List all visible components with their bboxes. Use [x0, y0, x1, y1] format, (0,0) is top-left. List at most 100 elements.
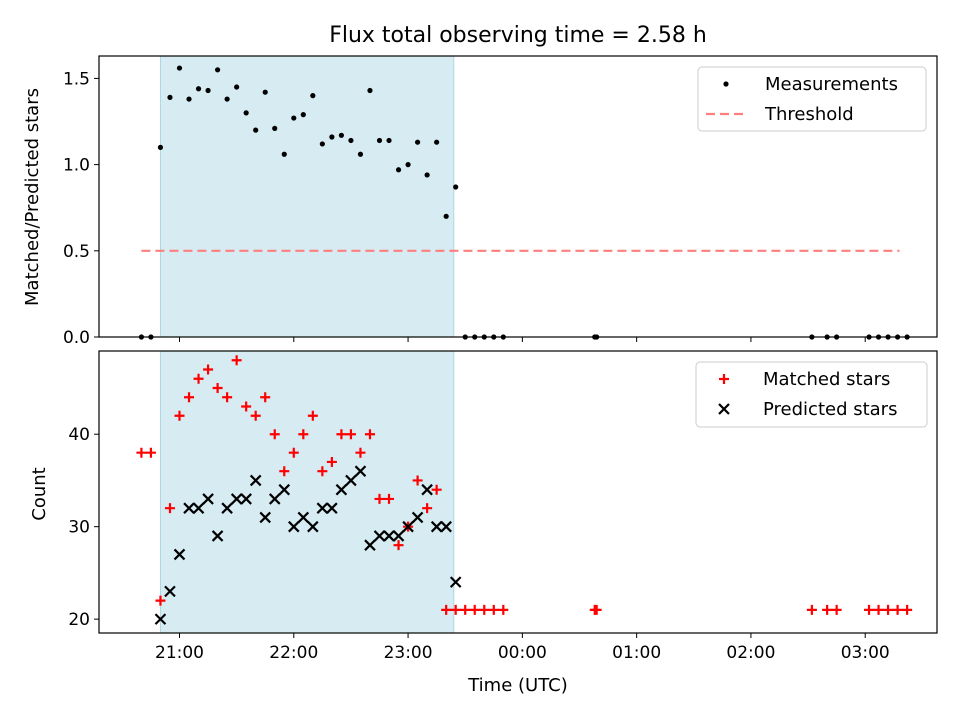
- data-point: [384, 493, 395, 504]
- data-point: [329, 134, 335, 140]
- data-point: [307, 520, 319, 533]
- data-point: [222, 392, 233, 403]
- data-point: [345, 429, 356, 440]
- legend-label: Threshold: [764, 104, 854, 125]
- data-point: [260, 392, 271, 403]
- data-point: [434, 139, 440, 145]
- data-point: [269, 429, 280, 440]
- data-point: [354, 465, 367, 477]
- x-tick-label: 23:00: [384, 643, 433, 663]
- data-point: [591, 604, 602, 615]
- x-tick-label: 22:00: [269, 643, 318, 663]
- data-point: [441, 604, 452, 615]
- legend-box: [697, 66, 927, 132]
- data-point: [883, 604, 894, 615]
- legend-box: [695, 361, 928, 428]
- data-point: [326, 456, 337, 467]
- data-point: [154, 613, 167, 625]
- data-point: [186, 96, 192, 102]
- top-panel: 0.0 0.5 1.0 1.5 Measurements Threshold: [63, 55, 938, 348]
- data-point: [249, 474, 262, 487]
- data-point: [205, 87, 211, 94]
- plot-layer: 0.00.51.01.5 MeasurementsThreshold2030402…: [63, 55, 938, 663]
- legend-marker: [718, 403, 730, 415]
- bottom-panel-y-axis-label: Count: [29, 467, 50, 520]
- series-matched-stars: [136, 355, 913, 615]
- data-point: [136, 447, 147, 458]
- data-point: [157, 144, 164, 150]
- data-point: [902, 604, 913, 615]
- data-point: [174, 410, 185, 421]
- data-point: [392, 530, 405, 542]
- data-point: [316, 502, 329, 514]
- data-point: [411, 511, 424, 524]
- data-point: [167, 94, 173, 100]
- data-point: [291, 115, 297, 121]
- data-point: [430, 520, 443, 533]
- data-point: [364, 429, 375, 440]
- data-point: [214, 67, 221, 73]
- data-point: [297, 511, 310, 524]
- data-point: [192, 502, 205, 514]
- data-point: [241, 401, 252, 412]
- data-point: [279, 466, 290, 477]
- data-point: [450, 604, 461, 615]
- data-point: [498, 604, 509, 615]
- data-point: [281, 151, 287, 157]
- data-point: [422, 503, 433, 514]
- x-tick-label: 02:00: [726, 643, 775, 663]
- y-tick-label: 0.5: [63, 242, 90, 262]
- data-point: [164, 503, 175, 514]
- x-tick-label: 00:00: [498, 643, 547, 663]
- top-panel-legend: Measurements Threshold: [697, 66, 927, 132]
- data-point: [357, 151, 364, 157]
- data-point: [224, 96, 230, 102]
- data-point: [443, 213, 449, 219]
- data-point: [395, 167, 402, 173]
- x-tick-label: 21:00: [155, 643, 204, 663]
- data-point: [278, 483, 291, 496]
- data-point: [231, 355, 242, 366]
- top-panel-frame: [98, 55, 938, 338]
- y-tick-label: 1.5: [63, 69, 90, 89]
- data-point: [421, 483, 433, 496]
- data-point: [355, 447, 366, 458]
- top-panel-y-axis-label: Matched/Predicted stars: [22, 88, 43, 306]
- x-tick-label: 03:00: [841, 643, 890, 663]
- data-point: [193, 373, 204, 384]
- observing-window-span: [159, 55, 455, 338]
- data-point: [479, 604, 490, 615]
- data-point: [393, 540, 404, 551]
- data-point: [488, 604, 499, 615]
- data-point: [145, 447, 156, 458]
- data-point: [348, 137, 354, 144]
- legend-marker: [719, 374, 729, 384]
- data-point: [376, 137, 383, 144]
- legend-label: Measurements: [765, 74, 898, 95]
- data-point: [240, 493, 252, 505]
- data-point: [268, 493, 281, 505]
- data-point: [195, 86, 202, 92]
- y-tick-label: 1.0: [63, 156, 90, 176]
- data-point: [367, 87, 373, 94]
- legend-label: Matched stars: [763, 369, 890, 390]
- bottom-panel: 20 30 40 21:00 22:00 23:00 00:00 01:00 02:00 03:0…: [68, 350, 938, 663]
- data-point: [831, 604, 842, 615]
- data-point: [317, 466, 328, 477]
- data-point: [424, 172, 430, 178]
- data-point: [335, 483, 348, 496]
- legend-marker: [723, 81, 729, 87]
- data-point: [262, 89, 268, 95]
- data-point: [202, 493, 214, 505]
- series-predicted-stars: [154, 465, 462, 625]
- y-tick-label: 20: [68, 610, 90, 630]
- data-point: [173, 548, 186, 561]
- data-point: [288, 447, 299, 458]
- data-point: [345, 474, 357, 487]
- data-point: [892, 604, 903, 615]
- x-tick-label: 01:00: [612, 643, 661, 663]
- data-point: [822, 604, 833, 615]
- data-point: [383, 530, 395, 542]
- bottom-panel-frame: [98, 350, 938, 634]
